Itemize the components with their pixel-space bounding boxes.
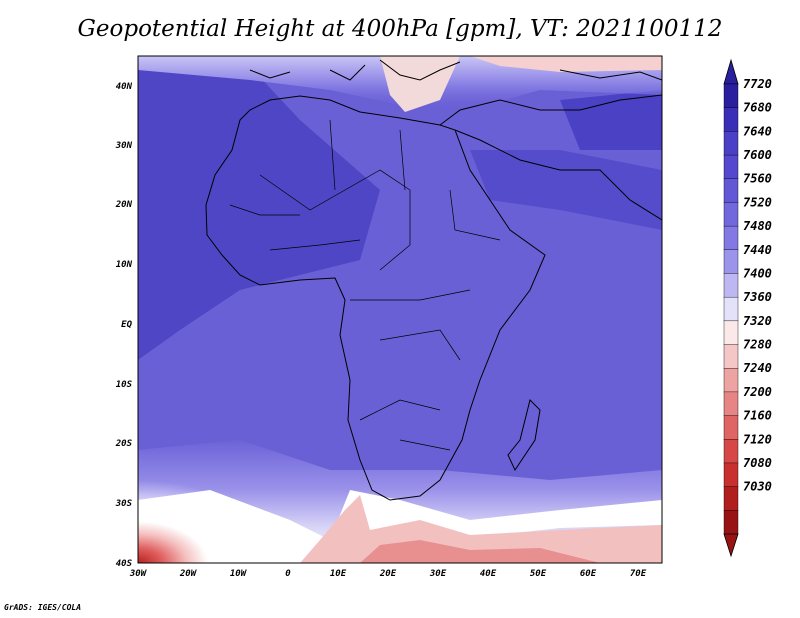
colorbar-swatch	[723, 178, 739, 203]
colorbar-swatch	[723, 273, 739, 298]
colorbar-label: 7480	[743, 219, 772, 233]
colorbar-label: 7600	[743, 148, 772, 162]
colorbar-swatch	[723, 439, 739, 464]
colorbar-swatch	[723, 83, 739, 109]
colorbar-swatch	[723, 225, 739, 251]
lon-label: 30W	[129, 569, 148, 579]
colorbar-label: 7680	[743, 101, 772, 115]
colorbar-swatch	[723, 344, 739, 369]
lon-label: 20E	[379, 569, 397, 579]
lon-label: 30E	[429, 569, 447, 579]
colorbar-top-arrow	[723, 58, 739, 85]
country-borders	[229, 119, 501, 451]
colorbar-label: 7080	[743, 456, 772, 470]
lon-labels: 30W 20W 10W 0 10E 20E 30E 40E 50E 60E 70…	[129, 569, 647, 579]
colorbar-label: 7120	[743, 432, 772, 446]
lon-label: 40E	[480, 569, 497, 579]
colorbar-label: 7640	[743, 124, 772, 138]
lat-label: 10S	[116, 380, 133, 390]
lat-label: 40S	[116, 559, 133, 569]
colorbar-label: 7440	[743, 243, 772, 257]
lon-label: 20W	[179, 569, 198, 579]
colorbar-swatch	[723, 154, 739, 180]
lat-label: 20S	[115, 439, 133, 449]
chart-title: Geopotential Height at 400hPa [gpm], VT:…	[77, 16, 723, 42]
colorbar-label: 7560	[743, 172, 772, 186]
lon-label: 10E	[330, 569, 347, 579]
lat-label: 30S	[115, 499, 133, 509]
lat-label: EQ	[121, 320, 132, 330]
lon-label: 60E	[580, 569, 597, 579]
colorbar-swatch	[723, 415, 739, 440]
colorbar-label: 7240	[743, 361, 772, 375]
colorbar-label: 7360	[743, 290, 772, 304]
colorbar-swatch	[723, 249, 739, 274]
colorbar-label: 7160	[743, 409, 772, 423]
colorbar-swatch	[723, 510, 739, 535]
colorbar-label: 7320	[743, 314, 772, 328]
colorbar-swatch	[723, 486, 739, 511]
lat-label: 20N	[115, 200, 133, 210]
colorbar-label: 7030	[743, 480, 772, 494]
colorbar-label: 7720	[743, 77, 772, 91]
colorbar-label: 7520	[743, 195, 772, 209]
colorbar-label: 7200	[743, 385, 772, 399]
colorbar: 7720 7680 7640 7600 7560 7520 7480 7440 7400 7360…	[723, 58, 772, 558]
lon-label: 0	[285, 569, 291, 579]
footer-credit: GrADS: IGES/COLA	[4, 603, 82, 612]
plot-frame	[137, 55, 663, 564]
lon-label: 70E	[630, 569, 647, 579]
colorbar-swatch	[723, 368, 739, 393]
colorbar-swatch	[723, 107, 739, 132]
colorbar-swatch	[723, 131, 739, 156]
colorbar-swatch	[723, 391, 739, 417]
lat-label: 30N	[115, 141, 133, 151]
colorbar-bottom-arrow	[723, 533, 739, 558]
colorbar-swatch	[723, 320, 739, 346]
colorbar-label: 7280	[743, 338, 772, 352]
lon-label: 50E	[530, 569, 547, 579]
lon-label: 10W	[230, 569, 248, 579]
lat-labels: 40N 30N 20N 10N EQ 10S 20S 30S 40S	[115, 82, 133, 569]
colorbar-swatch	[723, 202, 739, 227]
colorbar-label: 7400	[743, 266, 772, 280]
height-field	[138, 56, 662, 563]
lat-label: 40N	[116, 82, 133, 92]
coastlines	[205, 59, 662, 501]
lat-label: 10N	[116, 260, 133, 270]
colorbar-swatch	[723, 462, 739, 488]
colorbar-swatch	[723, 296, 739, 322]
